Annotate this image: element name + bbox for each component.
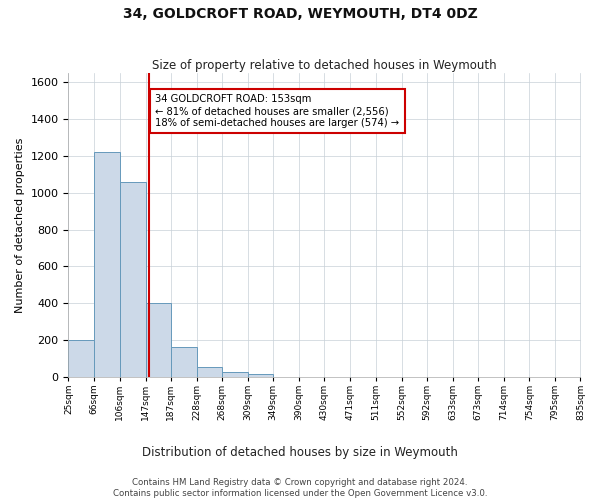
Text: 34, GOLDCROFT ROAD, WEYMOUTH, DT4 0DZ: 34, GOLDCROFT ROAD, WEYMOUTH, DT4 0DZ [122, 8, 478, 22]
Bar [171, 347, 197, 376]
Y-axis label: Number of detached properties: Number of detached properties [15, 137, 25, 312]
Bar [222, 372, 248, 376]
Bar [68, 340, 94, 376]
Text: Distribution of detached houses by size in Weymouth: Distribution of detached houses by size … [142, 446, 458, 459]
Bar [94, 152, 119, 376]
Bar [248, 374, 273, 376]
Title: Size of property relative to detached houses in Weymouth: Size of property relative to detached ho… [152, 59, 497, 72]
Text: 34 GOLDCROFT ROAD: 153sqm
← 81% of detached houses are smaller (2,556)
18% of se: 34 GOLDCROFT ROAD: 153sqm ← 81% of detac… [155, 94, 400, 128]
Text: Contains HM Land Registry data © Crown copyright and database right 2024.
Contai: Contains HM Land Registry data © Crown c… [113, 478, 487, 498]
Bar [119, 182, 146, 376]
Bar [146, 303, 171, 376]
Bar [197, 366, 222, 376]
